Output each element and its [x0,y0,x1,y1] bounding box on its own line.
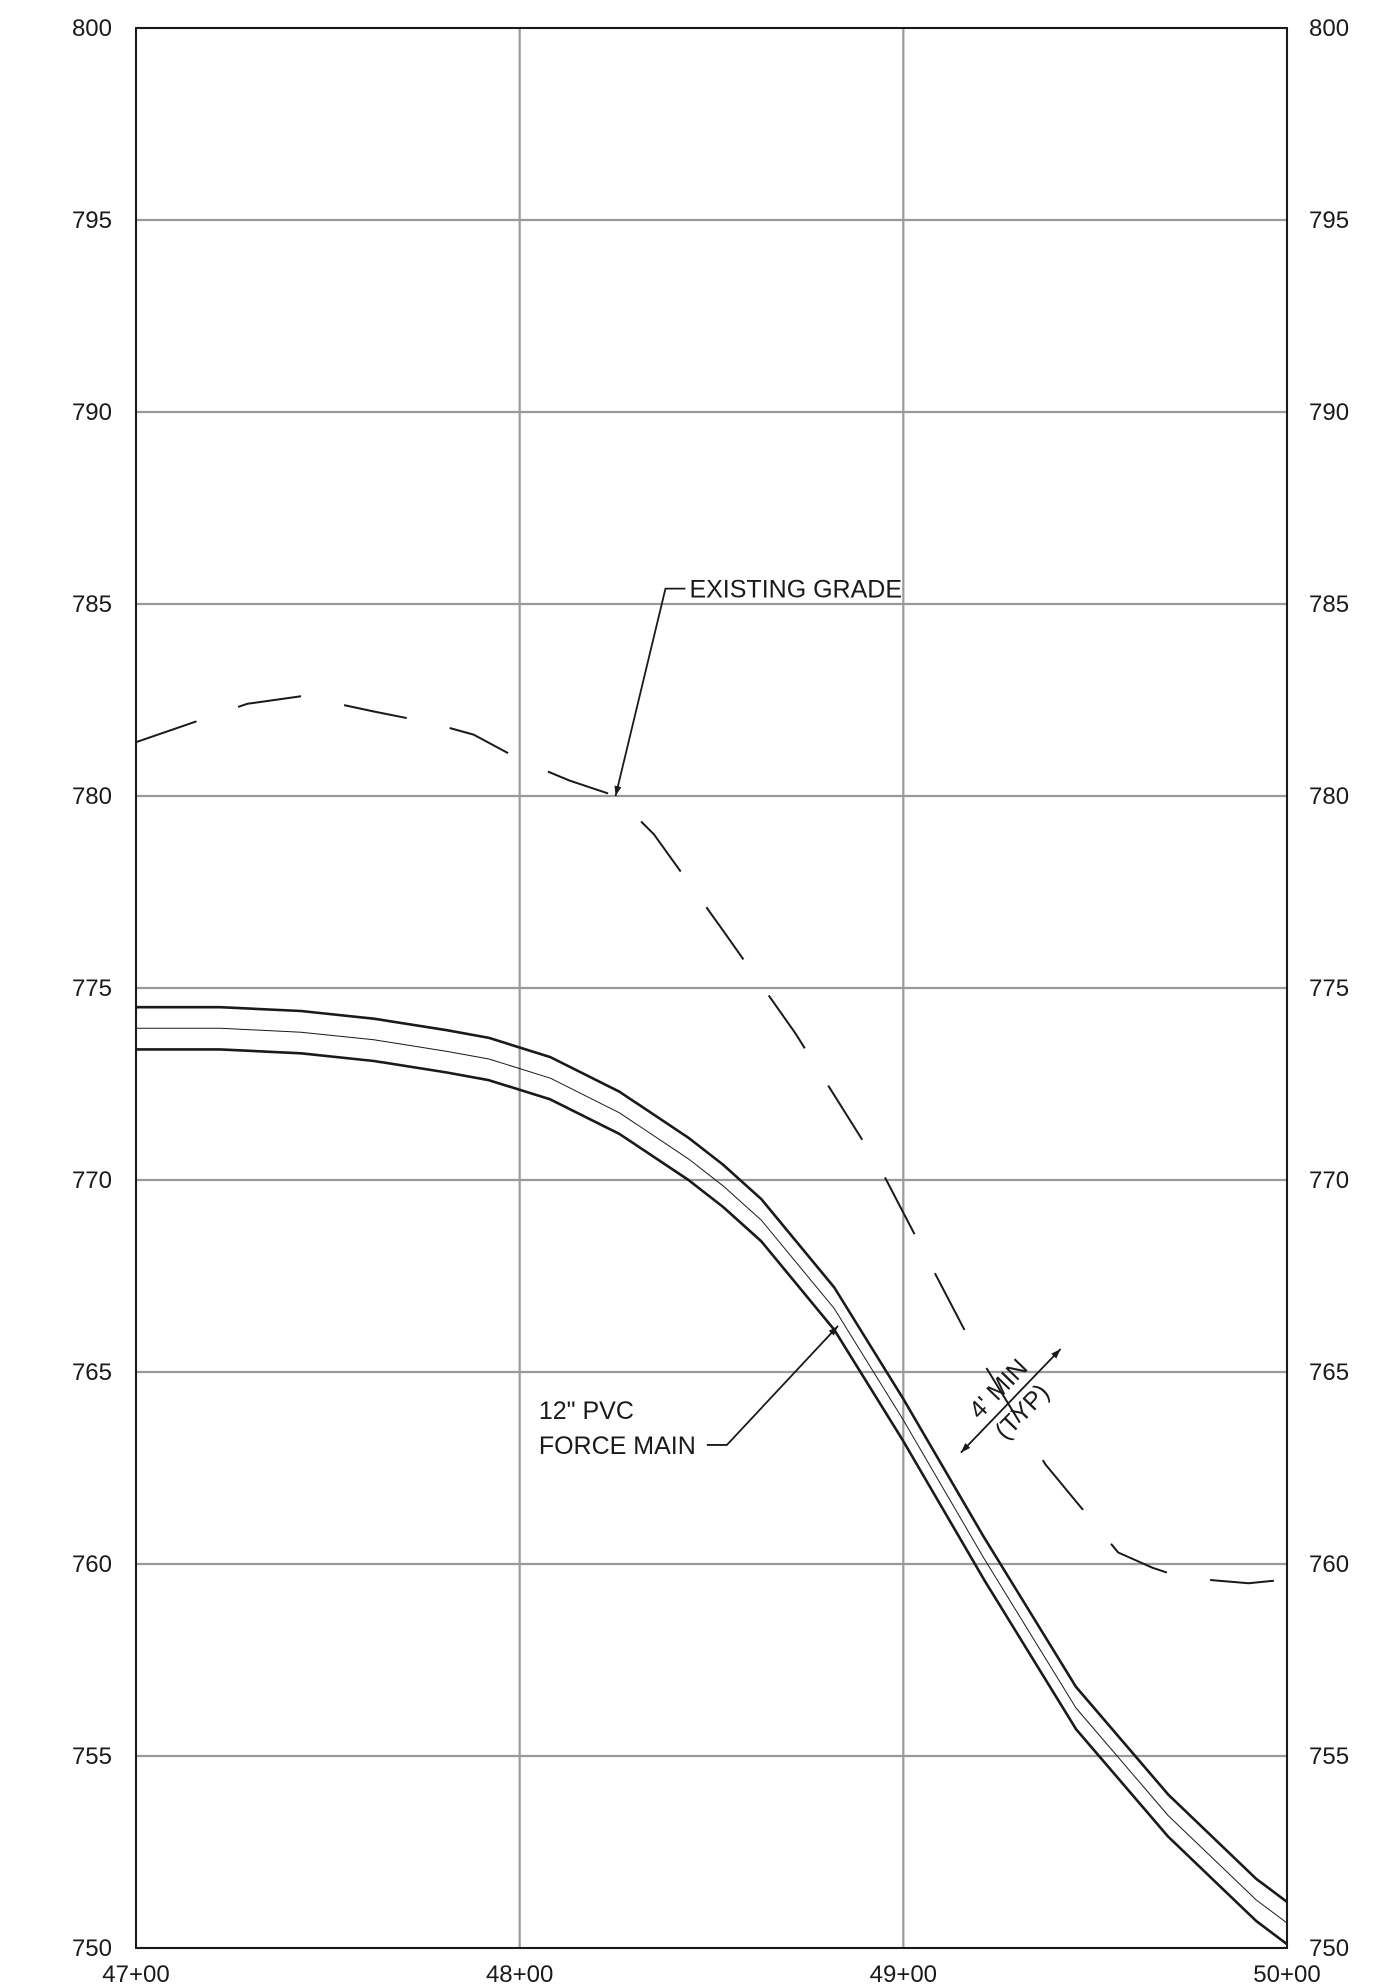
y-tick-label-left: 795 [72,207,112,234]
y-tick-label-left: 765 [72,1359,112,1386]
series-line-4 [136,1048,1288,1946]
series-line-1 [135,695,1288,1585]
plot-frame [135,27,1288,1949]
y-tick-label-right: 800 [1309,15,1349,42]
y-tick-label-right: 765 [1309,1359,1349,1386]
y-tick-label-left: 775 [72,975,112,1002]
y-tick-label-right: 770 [1309,1167,1349,1194]
y-tick-label-right: 775 [1309,975,1349,1002]
y-tick-label-right: 790 [1309,399,1349,426]
force-main-leader [706,1325,839,1446]
annotations: EXISTING GRADE 12" PVC FORCE MAIN 4' MIN… [539,576,1062,1460]
y-tick-label-right: 785 [1309,591,1349,618]
y-tick-label-left: 760 [72,1551,112,1578]
tick-labels: 800 800 795 795 790 790 785 785 780 780 775 775 770 7… [72,15,1349,1987]
x-tick-label: 48+00 [486,1961,553,1987]
y-tick-label-right: 780 [1309,783,1349,810]
grid-lines [134,26,1289,1950]
y-tick-label-left: 770 [72,1167,112,1194]
y-tick-label-right: 750 [1309,1935,1349,1962]
y-tick-label-left: 800 [72,15,112,42]
y-tick-label-right: 795 [1309,207,1349,234]
x-tick-label: 49+00 [870,1961,937,1987]
series-line-2 [136,1005,1288,1903]
y-tick-label-left: 780 [72,783,112,810]
force-main-label-line1: 12" PVC [539,1397,634,1425]
y-tick-label-left: 785 [72,591,112,618]
min-cover-dimension-arrow [960,1348,1062,1454]
force-main-label-line2: FORCE MAIN [539,1432,696,1460]
series-line-3 [136,1027,1288,1924]
y-tick-label-right: 755 [1309,1743,1349,1770]
x-tick-label: 47+00 [102,1961,169,1987]
y-tick-label-left: 790 [72,399,112,426]
y-tick-label-right: 760 [1309,1551,1349,1578]
existing-grade-leader [614,587,686,797]
series-group [135,695,1288,1946]
y-tick-label-left: 750 [72,1935,112,1962]
existing-grade-label: EXISTING GRADE [689,576,902,604]
y-tick-label-left: 755 [72,1743,112,1770]
x-tick-label: 50+00 [1253,1961,1320,1987]
